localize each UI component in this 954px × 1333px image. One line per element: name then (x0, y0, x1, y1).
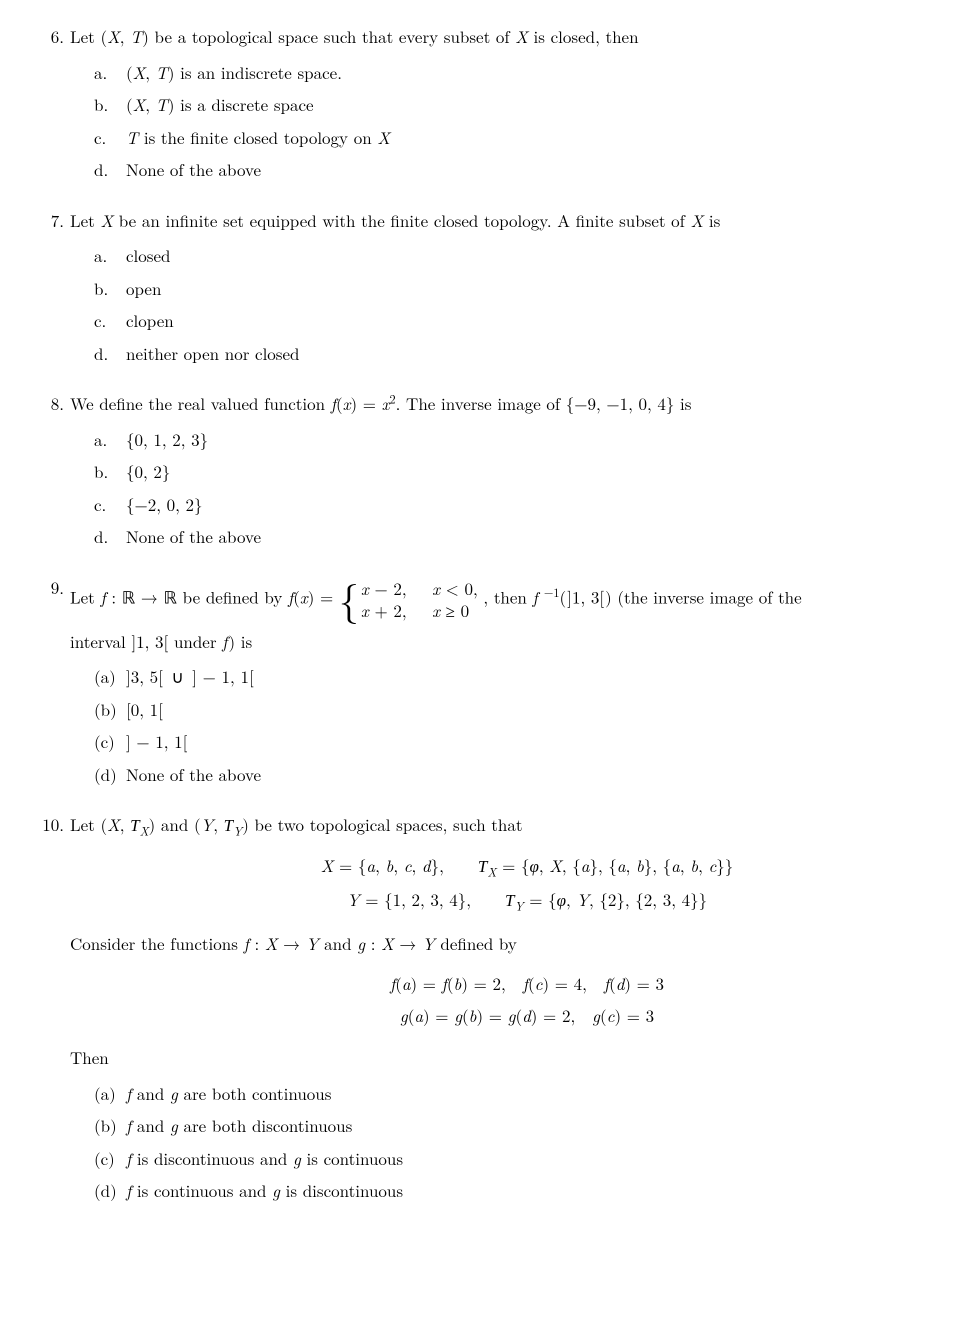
option-text: {−2, 0, 2} (126, 492, 954, 518)
question-text: Consider the functions f : X → Y and g :… (70, 931, 954, 957)
option-label: c. (94, 125, 126, 151)
option-text: ]3, 5[ ∪ ] − 1, 1[ (126, 664, 954, 690)
option-label: b. (94, 276, 126, 302)
question-body: We define the real valued function f(x) … (70, 391, 954, 557)
question: 7.Let X be an infinite set equipped with… (30, 208, 954, 374)
question-prompt: We define the real valued function f(x) … (70, 391, 954, 417)
option-text: open (126, 276, 954, 302)
option-label: (c) (94, 729, 126, 755)
option: d.neither open nor closed (94, 341, 954, 367)
option-label: (a) (94, 664, 126, 690)
option: a.{0, 1, 2, 3} (94, 427, 954, 453)
option: b.(X, T) is a discrete space (94, 92, 954, 118)
option-list: a.closedb.openc.clopend.neither open nor… (94, 243, 954, 366)
option: d.None of the above (94, 157, 954, 183)
option-text: (X, T) is an indiscrete space. (126, 60, 954, 86)
option: (a)]3, 5[ ∪ ] − 1, 1[ (94, 664, 954, 690)
option: (d)None of the above (94, 762, 954, 788)
question-prompt: Let X be an infinite set equipped with t… (70, 208, 954, 234)
option-text: closed (126, 243, 954, 269)
question-number: 8. (30, 391, 70, 417)
equation-block: f(a) = f(b) = 2, f(c) = 4, f(d) = 3g(a) … (70, 967, 954, 1032)
option-label: c. (94, 492, 126, 518)
question-number: 6. (30, 24, 70, 50)
option-label: a. (94, 427, 126, 453)
option: c.{−2, 0, 2} (94, 492, 954, 518)
option-text: None of the above (126, 524, 954, 550)
question: 8.We define the real valued function f(x… (30, 391, 954, 557)
option-label: (d) (94, 1178, 126, 1204)
question-text: Then (70, 1045, 954, 1071)
question-number: 7. (30, 208, 70, 234)
option-list: a.{0, 1, 2, 3}b.{0, 2}c.{−2, 0, 2}d.None… (94, 427, 954, 550)
question: 10.Let (X, TX) and (Y, TY) be two topolo… (30, 812, 954, 1211)
option-text: f and g are both discontinuous (126, 1113, 954, 1139)
question-body: Let (X, TX) and (Y, TY) be two topologic… (70, 812, 954, 1211)
option-label: (b) (94, 697, 126, 723)
option: (c)f is discontinuous and g is continuou… (94, 1146, 954, 1172)
option: (c)] − 1, 1[ (94, 729, 954, 755)
option-text: ] − 1, 1[ (126, 729, 954, 755)
option: a.(X, T) is an indiscrete space. (94, 60, 954, 86)
option: (b)f and g are both discontinuous (94, 1113, 954, 1139)
question: 9.Let f : ℝ → ℝ be defined by f(x) = {x … (30, 575, 954, 795)
option-label: a. (94, 243, 126, 269)
option-label: b. (94, 459, 126, 485)
option-text: f is discontinuous and g is continuous (126, 1146, 954, 1172)
question-body: Let (X, T) be a topological space such t… (70, 24, 954, 190)
option-list: a.(X, T) is an indiscrete space.b.(X, T)… (94, 60, 954, 183)
question-list: 6.Let (X, T) be a topological space such… (30, 24, 954, 1211)
equation-block: X = {a, b, c, d}, TX = {φ, X, {a}, {a, b… (70, 849, 954, 918)
option-text: None of the above (126, 157, 954, 183)
option: c.T is the finite closed topology on X (94, 125, 954, 151)
option-label: d. (94, 524, 126, 550)
option-label: a. (94, 60, 126, 86)
question: 6.Let (X, T) be a topological space such… (30, 24, 954, 190)
option-list: (a)f and g are both continuous(b)f and g… (94, 1081, 954, 1204)
option-label: b. (94, 92, 126, 118)
option-text: [0, 1[ (126, 697, 954, 723)
option-list: (a)]3, 5[ ∪ ] − 1, 1[(b)[0, 1[(c)] − 1, … (94, 664, 954, 787)
option-label: d. (94, 341, 126, 367)
option-text: {0, 2} (126, 459, 954, 485)
option: (d)f is continuous and g is discontinuou… (94, 1178, 954, 1204)
question-prompt-continuation: interval ]1, 3[ under f ) is (70, 629, 954, 655)
option: b.open (94, 276, 954, 302)
option-text: neither open nor closed (126, 341, 954, 367)
option: (a)f and g are both continuous (94, 1081, 954, 1107)
option-label: (c) (94, 1146, 126, 1172)
question-body: Let f : ℝ → ℝ be defined by f(x) = {x − … (70, 575, 954, 795)
question-body: Let X be an infinite set equipped with t… (70, 208, 954, 374)
question-prompt: Let (X, T) be a topological space such t… (70, 24, 954, 50)
option-label: (a) (94, 1081, 126, 1107)
option-text: f and g are both continuous (126, 1081, 954, 1107)
question-number: 10. (30, 812, 70, 838)
option-label: d. (94, 157, 126, 183)
option-text: None of the above (126, 762, 954, 788)
option-label: (d) (94, 762, 126, 788)
question-number: 9. (30, 575, 70, 601)
option-text: T is the finite closed topology on X (126, 125, 954, 151)
option: (b)[0, 1[ (94, 697, 954, 723)
question-prompt: Let f : ℝ → ℝ be defined by f(x) = {x − … (70, 575, 954, 625)
option: c.clopen (94, 308, 954, 334)
option: b.{0, 2} (94, 459, 954, 485)
option: a.closed (94, 243, 954, 269)
option-label: (b) (94, 1113, 126, 1139)
option-text: clopen (126, 308, 954, 334)
option-text: f is continuous and g is discontinuous (126, 1178, 954, 1204)
option-text: (X, T) is a discrete space (126, 92, 954, 118)
question-prompt: Let (X, TX) and (Y, TY) be two topologic… (70, 812, 954, 839)
option-text: {0, 1, 2, 3} (126, 427, 954, 453)
option-label: c. (94, 308, 126, 334)
option: d.None of the above (94, 524, 954, 550)
